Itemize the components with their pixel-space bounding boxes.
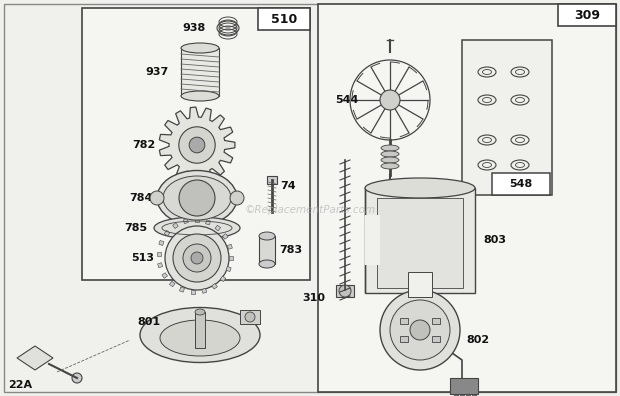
Bar	[258, 8, 310, 30]
Bar	[336, 285, 354, 297]
Circle shape	[339, 285, 351, 297]
Bar	[172, 223, 179, 228]
Circle shape	[245, 312, 255, 322]
Text: 802: 802	[466, 335, 489, 345]
Bar	[205, 220, 211, 225]
Text: 74: 74	[280, 181, 296, 191]
Bar	[162, 273, 167, 278]
Circle shape	[165, 226, 229, 290]
Polygon shape	[17, 346, 53, 370]
Bar	[466, 394, 470, 396]
Bar	[181, 48, 219, 96]
Text: 801: 801	[137, 317, 160, 327]
Bar	[226, 267, 231, 272]
Bar	[462, 40, 552, 195]
Text: 782: 782	[132, 140, 155, 150]
Circle shape	[380, 90, 400, 110]
Bar	[220, 276, 226, 282]
Text: 803: 803	[483, 235, 506, 245]
Bar	[401, 318, 409, 324]
Bar	[318, 4, 616, 392]
Circle shape	[390, 300, 450, 360]
Bar	[377, 198, 463, 288]
Ellipse shape	[259, 260, 275, 268]
Text: 938: 938	[182, 23, 205, 33]
Bar	[191, 290, 195, 294]
Circle shape	[150, 191, 164, 205]
Circle shape	[380, 290, 460, 370]
Ellipse shape	[154, 217, 240, 239]
Ellipse shape	[181, 43, 219, 53]
Bar	[365, 215, 380, 265]
Ellipse shape	[140, 308, 260, 362]
Polygon shape	[159, 107, 235, 183]
Bar	[215, 225, 221, 231]
Bar	[558, 4, 616, 26]
Ellipse shape	[160, 320, 240, 356]
Circle shape	[189, 137, 205, 153]
Ellipse shape	[381, 145, 399, 151]
Bar	[184, 219, 188, 224]
Text: 548: 548	[510, 179, 533, 189]
Bar	[240, 310, 260, 324]
Bar	[228, 244, 232, 249]
Circle shape	[410, 320, 430, 340]
Text: 513: 513	[131, 253, 154, 263]
Text: 309: 309	[574, 8, 600, 21]
Text: 22A: 22A	[8, 380, 32, 390]
Bar	[159, 240, 164, 246]
Bar	[195, 312, 205, 348]
Bar	[195, 218, 199, 222]
Bar	[365, 188, 475, 293]
Ellipse shape	[365, 178, 475, 198]
Circle shape	[72, 373, 82, 383]
Ellipse shape	[381, 157, 399, 163]
Text: ©ReplacementParts.com: ©ReplacementParts.com	[244, 205, 376, 215]
Bar	[164, 230, 170, 236]
Text: 510: 510	[271, 13, 297, 25]
Text: 784: 784	[129, 193, 153, 203]
Bar	[169, 281, 175, 287]
Ellipse shape	[157, 171, 237, 225]
Text: 783: 783	[279, 245, 302, 255]
Bar	[408, 272, 432, 297]
Ellipse shape	[259, 232, 275, 240]
Ellipse shape	[381, 163, 399, 169]
Ellipse shape	[181, 91, 219, 101]
Text: 937: 937	[145, 67, 168, 77]
Circle shape	[230, 191, 244, 205]
Text: 310: 310	[302, 293, 325, 303]
Circle shape	[173, 234, 221, 282]
Bar	[179, 287, 185, 292]
Bar	[267, 176, 277, 184]
Circle shape	[183, 244, 211, 272]
Bar	[492, 173, 550, 195]
Bar	[401, 336, 409, 342]
Bar	[157, 263, 162, 268]
Bar	[432, 336, 440, 342]
Bar	[229, 256, 233, 260]
Circle shape	[179, 127, 215, 163]
Circle shape	[191, 252, 203, 264]
Bar	[450, 378, 478, 394]
Bar	[472, 394, 476, 396]
Bar	[212, 284, 218, 289]
Bar	[454, 394, 458, 396]
Bar	[82, 8, 310, 280]
Bar	[223, 234, 228, 239]
Ellipse shape	[381, 151, 399, 157]
Bar	[259, 236, 275, 264]
Text: 544: 544	[335, 95, 358, 105]
Ellipse shape	[163, 176, 231, 220]
Text: 785: 785	[124, 223, 147, 233]
Bar	[460, 394, 464, 396]
Bar	[157, 252, 161, 256]
Circle shape	[179, 180, 215, 216]
Bar	[432, 318, 440, 324]
Bar	[202, 288, 206, 293]
Ellipse shape	[195, 309, 205, 315]
